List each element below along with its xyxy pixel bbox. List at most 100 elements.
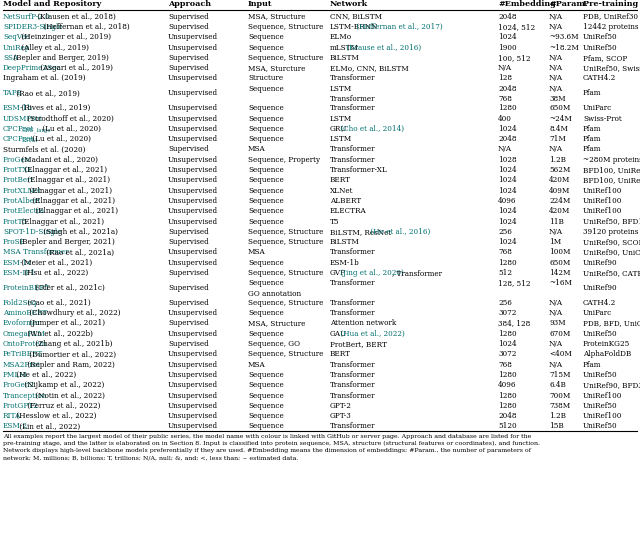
Text: Sequence: Sequence — [248, 412, 284, 420]
Text: (He et al., 2016): (He et al., 2016) — [368, 228, 430, 236]
Text: 420M: 420M — [549, 176, 570, 184]
Text: Pre-training Database: Pre-training Database — [583, 1, 640, 8]
Text: 3072: 3072 — [498, 309, 516, 317]
Text: N/A: N/A — [549, 54, 563, 62]
Text: Structure: Structure — [248, 75, 283, 82]
Text: Sequence: Sequence — [248, 422, 284, 431]
Text: 1024: 1024 — [498, 33, 516, 41]
Text: (Bepler and Ram, 2022): (Bepler and Ram, 2022) — [24, 360, 115, 369]
Text: Unsupervised: Unsupervised — [168, 207, 218, 215]
Text: Supervised: Supervised — [168, 23, 209, 31]
Text: GO annotation: GO annotation — [248, 290, 301, 298]
Text: UniRef50: UniRef50 — [583, 371, 618, 379]
Text: ProtAlbert: ProtAlbert — [3, 197, 41, 205]
Text: Transformer: Transformer — [330, 299, 376, 307]
Text: BERT: BERT — [330, 176, 351, 184]
Text: Unsupervised: Unsupervised — [168, 89, 218, 97]
Text: 71M: 71M — [549, 135, 566, 143]
Text: PDB, BFD, UniClust30, etc.: PDB, BFD, UniClust30, etc. — [583, 320, 640, 327]
Text: (Bepler and Berger, 2019): (Bepler and Berger, 2019) — [11, 54, 109, 62]
Text: 38M: 38M — [549, 95, 566, 103]
Text: 1024: 1024 — [498, 340, 516, 348]
Text: Supervised: Supervised — [168, 320, 209, 327]
Text: ELMo, CNN, BiLSTM: ELMo, CNN, BiLSTM — [330, 64, 409, 72]
Text: (Cho et al., 2014): (Cho et al., 2014) — [338, 125, 404, 133]
Text: Pfam: Pfam — [583, 145, 602, 153]
Text: (Zhang et al., 2021b): (Zhang et al., 2021b) — [33, 340, 112, 348]
Text: (Alley et al., 2019): (Alley et al., 2019) — [19, 44, 89, 51]
Text: 768: 768 — [498, 248, 512, 257]
Text: OntoProtein: OntoProtein — [3, 340, 47, 348]
Text: ESM-IF1: ESM-IF1 — [3, 269, 36, 277]
Text: Fold2Seq: Fold2Seq — [3, 299, 38, 307]
Text: (Meier et al., 2021): (Meier et al., 2021) — [19, 259, 92, 267]
Text: 142M: 142M — [549, 269, 570, 277]
Text: Sequence: Sequence — [248, 391, 284, 400]
Text: (Nijkamp et al., 2022): (Nijkamp et al., 2022) — [22, 381, 104, 389]
Text: 1M: 1M — [549, 238, 561, 246]
Text: Input: Input — [248, 1, 273, 8]
Text: Sequence: Sequence — [248, 135, 284, 143]
Text: 409M: 409M — [549, 187, 570, 195]
Text: UniRef50, Swiss-Prot, CullPDB: UniRef50, Swiss-Prot, CullPDB — [583, 64, 640, 72]
Text: 5120: 5120 — [498, 422, 516, 431]
Text: (Dumortier et al., 2022): (Dumortier et al., 2022) — [28, 351, 116, 358]
Text: 93M: 93M — [549, 320, 566, 327]
Text: MSA, Structure: MSA, Structure — [248, 320, 305, 327]
Text: 12442 proteins: 12442 proteins — [583, 23, 639, 31]
Text: All examples report the largest model of their public series, the model name wit: All examples report the largest model of… — [3, 434, 531, 439]
Text: Sequence: Sequence — [248, 166, 284, 174]
Text: 128, 512: 128, 512 — [498, 279, 531, 288]
Text: PMLM: PMLM — [3, 371, 28, 379]
Text: GRU_large: GRU_large — [22, 128, 51, 133]
Text: N/A: N/A — [549, 340, 563, 348]
Text: Supervised: Supervised — [168, 13, 209, 20]
Text: MSA2Prot: MSA2Prot — [3, 360, 41, 369]
Text: ~18.2M: ~18.2M — [549, 44, 579, 51]
Text: (Rao et al., 2021a): (Rao et al., 2021a) — [44, 248, 114, 257]
Text: SPOT-1D-Single: SPOT-1D-Single — [3, 228, 61, 236]
Text: Pfam: Pfam — [583, 89, 602, 97]
Text: Sequence: Sequence — [248, 85, 284, 93]
Text: MSA: MSA — [248, 360, 266, 369]
Text: BFD100, UniRef100: BFD100, UniRef100 — [583, 176, 640, 184]
Text: OmegaPLM: OmegaPLM — [3, 330, 46, 338]
Text: 650M: 650M — [549, 259, 570, 267]
Text: Supervised: Supervised — [168, 340, 209, 348]
Text: 3072: 3072 — [498, 351, 516, 358]
Text: TAPE: TAPE — [3, 89, 23, 97]
Text: UniRef90, SCOPe: UniRef90, SCOPe — [583, 238, 640, 246]
Text: 11B: 11B — [549, 217, 564, 226]
Text: <40M: <40M — [549, 351, 572, 358]
Text: PeTriBERT: PeTriBERT — [3, 351, 44, 358]
Text: Transformer: Transformer — [330, 156, 376, 164]
Text: UniRef50: UniRef50 — [583, 330, 618, 338]
Text: Approach: Approach — [168, 1, 211, 8]
Text: NetSurfP-2.0: NetSurfP-2.0 — [3, 13, 51, 20]
Text: (Asgari et al., 2019): (Asgari et al., 2019) — [38, 64, 113, 72]
Text: (Heinzinger et al., 2019): (Heinzinger et al., 2019) — [19, 33, 111, 41]
Text: Sequence, Structure: Sequence, Structure — [248, 269, 323, 277]
Text: Sequence: Sequence — [248, 309, 284, 317]
Text: Sequence: Sequence — [248, 104, 284, 112]
Text: MSA: MSA — [248, 145, 266, 153]
Text: N/A: N/A — [549, 64, 563, 72]
Text: Transformer: Transformer — [330, 95, 376, 103]
Text: Unsupervised: Unsupervised — [168, 115, 218, 123]
Text: Unsupervised: Unsupervised — [168, 125, 218, 133]
Text: Transformer: Transformer — [330, 279, 376, 288]
Text: 1024: 1024 — [498, 176, 516, 184]
Text: Unsupervised: Unsupervised — [168, 402, 218, 410]
Text: 224M: 224M — [549, 197, 570, 205]
Text: Sequence: Sequence — [248, 402, 284, 410]
Text: Unsupervised: Unsupervised — [168, 156, 218, 164]
Text: Transformer: Transformer — [330, 371, 376, 379]
Text: 2048: 2048 — [498, 85, 516, 93]
Text: Model and Repository: Model and Repository — [3, 1, 101, 8]
Text: UniRep: UniRep — [3, 44, 30, 51]
Text: 256: 256 — [498, 299, 512, 307]
Text: Tranception: Tranception — [3, 391, 47, 400]
Text: (Heffernan et al., 2017): (Heffernan et al., 2017) — [355, 23, 443, 31]
Text: Unsupervised: Unsupervised — [168, 187, 218, 195]
Text: Network: Network — [330, 1, 368, 8]
